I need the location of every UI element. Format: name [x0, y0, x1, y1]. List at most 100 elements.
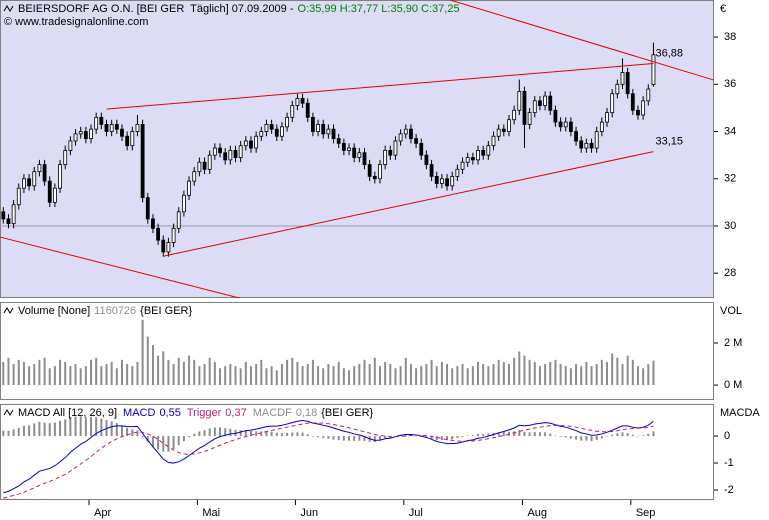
volume-bar: [420, 366, 423, 386]
macd-bar: [249, 430, 252, 437]
candle-body: [538, 100, 542, 106]
candle-body: [398, 133, 403, 142]
candle-body: [522, 90, 527, 125]
header-part: Volume [None]: [18, 305, 90, 317]
candle-body: [78, 131, 83, 135]
macd-bar: [456, 436, 459, 439]
candle-body: [651, 54, 656, 85]
macd-bar: [322, 436, 325, 439]
y-tick-label: 32: [724, 173, 736, 185]
macd-bar: [358, 436, 361, 441]
candle-body: [27, 178, 32, 187]
candle-body: [563, 121, 568, 128]
candle-body: [569, 121, 573, 132]
candle-body: [228, 150, 233, 161]
volume-bar: [337, 361, 340, 386]
candle-body: [285, 116, 290, 128]
volume-bar: [368, 364, 371, 386]
candle-body: [161, 239, 166, 253]
trendline: [106, 63, 654, 110]
candle-body: [130, 131, 135, 147]
volume-bar: [90, 359, 93, 386]
macd-bar: [451, 436, 454, 440]
candle-body: [316, 124, 320, 132]
macd-bar: [224, 428, 227, 437]
header-part: {BEI GER}: [321, 407, 373, 419]
candle-body: [171, 227, 176, 243]
macd-bar: [64, 419, 67, 437]
candle-body: [259, 131, 264, 137]
macd-bar: [642, 435, 645, 437]
y-tick-label: 38: [724, 31, 736, 43]
candle-body: [527, 112, 532, 125]
x-tick-label: Aug: [527, 507, 547, 519]
volume-bar: [182, 361, 185, 386]
candle-body: [300, 98, 305, 104]
macd-bar: [53, 422, 56, 437]
macd-bar: [74, 416, 77, 437]
macd-bar: [105, 419, 108, 437]
volume-bar: [378, 366, 381, 386]
candle-body: [403, 128, 408, 135]
macd-bar: [38, 421, 41, 437]
axis-label: €: [720, 3, 726, 15]
volume-bar: [544, 364, 547, 386]
candle-body: [409, 128, 413, 140]
volume-bar: [642, 368, 645, 386]
volume-bar: [497, 359, 500, 386]
macd-bar: [373, 436, 376, 443]
macd-bar: [126, 428, 129, 437]
macd-bar: [136, 430, 139, 437]
candle-body: [574, 131, 578, 142]
macd-bar: [270, 431, 273, 437]
candle-body: [254, 135, 259, 149]
header-part: MACD All [12, 26, 9]: [18, 407, 117, 419]
x-tick-label: Apr: [94, 507, 111, 519]
candle-body: [58, 164, 62, 189]
volume-bar: [198, 366, 201, 386]
macd-bar: [203, 430, 206, 437]
candle-body: [594, 131, 599, 149]
volume-bar: [394, 368, 397, 386]
macd-bar: [332, 436, 335, 440]
candle-body: [321, 124, 326, 135]
x-tick-label: Jun: [300, 507, 318, 519]
candle-body: [187, 180, 191, 196]
volume-bar: [575, 364, 578, 386]
candle-body: [94, 116, 99, 130]
volume-bar: [600, 359, 603, 386]
candle-body: [579, 140, 584, 149]
candle-body: [599, 121, 604, 132]
macd-bar: [538, 432, 541, 437]
volume-bar: [249, 366, 252, 386]
volume-bar: [311, 359, 314, 386]
volume-bar: [415, 368, 418, 386]
macd-bar: [229, 428, 232, 437]
macd-bar: [554, 435, 557, 437]
header-part: {BEI GER}: [140, 305, 192, 317]
volume-bar: [84, 366, 87, 386]
macd-bar: [7, 430, 10, 437]
volume-bar: [301, 366, 304, 386]
macd-bar: [260, 431, 263, 437]
volume-bar: [440, 361, 443, 386]
candle-body: [176, 211, 181, 229]
macd-bar: [239, 430, 242, 437]
macd-bar: [378, 436, 381, 441]
volume-bar: [306, 364, 309, 386]
macd-bar: [33, 423, 36, 437]
candle-body: [125, 135, 130, 147]
candle-body: [109, 124, 114, 132]
macd-bar: [435, 436, 438, 441]
volume-bar: [513, 357, 516, 386]
candle-body: [455, 168, 460, 177]
macd-bar: [590, 436, 593, 441]
macd-bar: [198, 431, 201, 437]
macd-bar: [286, 432, 289, 437]
macd-bar: [244, 430, 247, 437]
macd-bar: [482, 433, 485, 437]
annotation: 33,15: [655, 136, 683, 148]
volume-bar: [342, 368, 345, 386]
volume-bar: [219, 368, 222, 386]
